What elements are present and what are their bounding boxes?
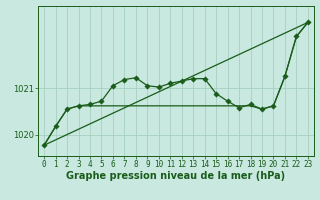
X-axis label: Graphe pression niveau de la mer (hPa): Graphe pression niveau de la mer (hPa) xyxy=(67,171,285,181)
